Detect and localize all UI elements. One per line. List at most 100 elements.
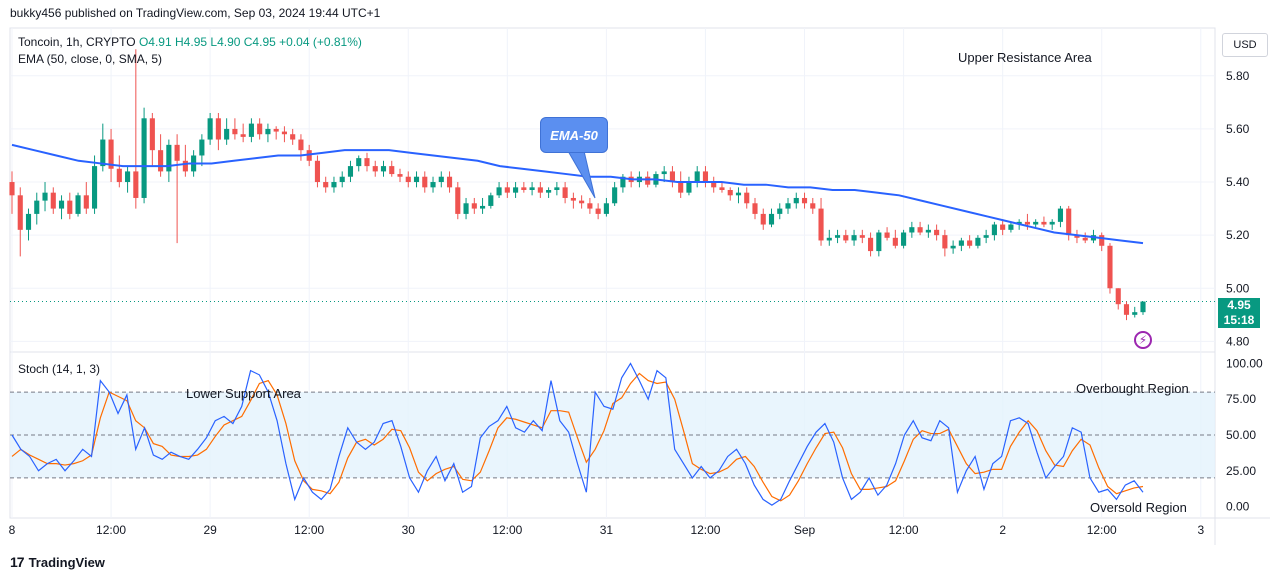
candle-body	[818, 209, 823, 241]
candle-body	[868, 238, 873, 251]
candle-body	[282, 132, 287, 135]
candle-body	[959, 240, 964, 245]
candle-body	[1050, 222, 1055, 225]
x-tick-label: 3	[1197, 523, 1204, 537]
candle-body	[901, 232, 906, 245]
legend-open: O4.91	[139, 35, 172, 49]
candle-body	[951, 246, 956, 249]
lightning-icon[interactable]: ⚡	[1134, 331, 1152, 349]
candle-body	[744, 193, 749, 204]
footer-brand-text: TradingView	[29, 555, 105, 570]
stoch-tick-label: 100.00	[1226, 356, 1263, 370]
candle-body	[480, 206, 485, 209]
ema-callout: EMA-50	[540, 117, 608, 153]
candle-body	[612, 187, 617, 203]
price-tick-label: 5.80	[1226, 69, 1250, 83]
candle-body	[777, 209, 782, 214]
price-tick-label: 5.00	[1226, 281, 1250, 295]
candle-body	[604, 203, 609, 214]
candle-body	[662, 171, 667, 174]
ema-legend[interactable]: EMA (50, close, 0, SMA, 5)	[18, 52, 162, 66]
candle-body	[175, 145, 180, 161]
legend-close: C4.95	[244, 35, 276, 49]
candle-body	[18, 195, 23, 230]
x-tick-label: 31	[600, 523, 614, 537]
stoch-legend[interactable]: Stoch (14, 1, 3)	[18, 362, 100, 376]
candle-body	[695, 171, 700, 182]
candle-body	[59, 201, 64, 209]
candle-body	[298, 140, 303, 151]
candle-body	[942, 235, 947, 248]
candle-body	[100, 140, 105, 167]
candle-body	[1025, 222, 1030, 225]
candle-body	[472, 203, 477, 208]
currency-button[interactable]: USD	[1222, 33, 1268, 57]
candle-body	[381, 166, 386, 171]
countdown-tag: 15:18	[1218, 313, 1260, 328]
candle-body	[1058, 209, 1063, 222]
x-tick-label: 30	[402, 523, 416, 537]
footer-brand[interactable]: 17 TradingView	[10, 554, 105, 570]
candle-body	[1066, 209, 1071, 236]
candle-body	[860, 235, 865, 238]
candle-body	[158, 150, 163, 171]
candle-body	[1116, 288, 1121, 304]
candle-body	[397, 174, 402, 177]
candle-body	[843, 235, 848, 240]
candle-body	[1041, 222, 1046, 225]
candle-body	[719, 187, 724, 190]
candle-body	[9, 182, 14, 195]
candle-body	[241, 134, 246, 137]
candle-body	[42, 193, 47, 201]
lower-support-label: Lower Support Area	[186, 386, 301, 401]
candle-body	[389, 166, 394, 174]
candle-body	[975, 238, 980, 246]
candle-body	[1008, 225, 1013, 230]
candle-body	[67, 201, 72, 214]
price-tick-label: 5.60	[1226, 122, 1250, 136]
candle-body	[769, 214, 774, 225]
stoch-tick-label: 25.00	[1226, 464, 1256, 478]
candle-body	[224, 129, 229, 140]
candle-body	[513, 187, 518, 192]
candle-body	[447, 177, 452, 188]
upper-resistance-label: Upper Resistance Area	[958, 50, 1092, 65]
candle-body	[34, 201, 39, 214]
candle-body	[216, 118, 221, 139]
candle-body	[315, 161, 320, 182]
candle-body	[488, 195, 493, 206]
x-tick-label: 2	[999, 523, 1006, 537]
candle-body	[1033, 222, 1038, 225]
candle-body	[761, 214, 766, 225]
candle-body	[521, 187, 526, 190]
candle-body	[340, 177, 345, 182]
candle-body	[422, 177, 427, 188]
candle-body	[455, 187, 460, 214]
legend-symbol[interactable]: Toncoin, 1h, CRYPTO	[18, 35, 136, 49]
x-tick-label: 12:00	[492, 523, 522, 537]
candle-body	[150, 118, 155, 150]
candle-body	[117, 169, 122, 182]
x-tick-label: Sep	[794, 523, 816, 537]
candle-body	[1083, 238, 1088, 241]
candle-body	[596, 209, 601, 214]
candle-body	[505, 187, 510, 192]
candle-body	[497, 187, 502, 195]
price-tick-label: 5.20	[1226, 228, 1250, 242]
candle-body	[893, 238, 898, 246]
candle-body	[406, 177, 411, 182]
candle-body	[1107, 246, 1112, 288]
candle-body	[827, 238, 832, 241]
candle-body	[703, 171, 708, 182]
candle-body	[265, 129, 270, 134]
price-tick-label: 5.40	[1226, 175, 1250, 189]
candle-body	[75, 195, 80, 214]
candle-body	[92, 166, 97, 208]
candle-body	[1124, 304, 1129, 315]
candle-body	[686, 182, 691, 193]
x-tick-label: 12:00	[294, 523, 324, 537]
oversold-label: Oversold Region	[1090, 500, 1187, 515]
candle-body	[323, 182, 328, 187]
x-tick-label: 12:00	[690, 523, 720, 537]
